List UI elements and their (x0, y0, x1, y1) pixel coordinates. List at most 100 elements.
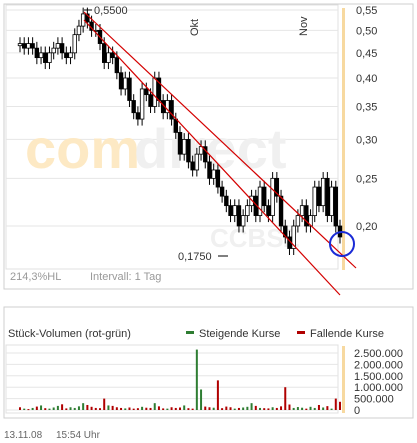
volume-bar (65, 408, 68, 410)
volume-bar (157, 406, 160, 410)
candle (207, 155, 212, 185)
volume-bar (99, 408, 101, 410)
candle (274, 172, 280, 203)
volume-bar (259, 407, 261, 410)
candle (257, 180, 263, 223)
volume-bar (115, 407, 118, 410)
volume-bar (124, 408, 127, 410)
price-y-tick-label: 0,20 (356, 221, 377, 233)
volume-bar (174, 407, 177, 410)
volume-bar (103, 398, 106, 410)
highlight-circle (329, 231, 355, 257)
candle (270, 172, 275, 223)
candlestick-series (17, 7, 343, 256)
price-y-tick-label: 0,25 (356, 173, 377, 185)
volume-gridlines (6, 352, 338, 411)
volume-bar (162, 408, 165, 410)
volume-title: Stück-Volumen (rot-grün) (8, 328, 131, 340)
volume-bar (191, 408, 194, 410)
candle (228, 199, 233, 223)
candle (186, 133, 191, 169)
trend-lines (83, 11, 357, 296)
volume-bar (288, 404, 291, 410)
candle (106, 46, 111, 70)
volume-bar (128, 407, 131, 410)
candle (262, 180, 267, 213)
volume-bar (170, 407, 173, 410)
legend-up-label: Steigende Kurse (199, 328, 280, 340)
volume-today-highlight (342, 346, 345, 413)
candle (198, 140, 204, 161)
candle (169, 94, 174, 126)
candle (139, 82, 145, 126)
candle (190, 155, 195, 177)
volume-bar (275, 407, 278, 410)
legend-down-swatch (297, 331, 305, 334)
volume-bar (242, 407, 245, 410)
volume-bar (31, 407, 34, 410)
month-label-okt: Okt (189, 19, 201, 36)
footer-date: 13.11.08 (4, 430, 43, 441)
volume-bar (296, 407, 299, 410)
volume-bar-series (19, 349, 341, 411)
volume-bar (204, 406, 207, 410)
volume-bar (90, 406, 93, 410)
volume-bar (233, 408, 236, 410)
volume-bar (225, 406, 228, 410)
volume-bar (48, 408, 51, 410)
candle (26, 37, 31, 55)
candle (118, 66, 124, 96)
candle (64, 46, 69, 65)
volume-bar (136, 408, 139, 410)
candle (135, 106, 141, 126)
volume-bar (271, 407, 274, 410)
candle (43, 46, 48, 70)
volume-bar (313, 407, 316, 410)
volume-bar (56, 405, 59, 410)
volume-y-tick-label: 500.000 (354, 394, 394, 406)
volume-y-tick-label: 2.000.000 (354, 359, 403, 371)
candle (240, 209, 246, 233)
volume-bar (23, 408, 26, 410)
volume-bar (153, 403, 156, 410)
candle (182, 133, 187, 161)
volume-bar (35, 406, 38, 410)
candle (76, 19, 82, 42)
volume-bar (330, 408, 333, 410)
volume-bar (326, 406, 329, 410)
price-y-tick-label: 0,55 (356, 5, 377, 17)
candle (59, 37, 65, 60)
volume-bar (334, 398, 337, 410)
footer-time: 15:54 Uhr (56, 430, 101, 441)
volume-bar (254, 405, 257, 410)
volume-bar (216, 380, 219, 410)
volume-bar (267, 408, 270, 410)
candle (51, 41, 56, 60)
volume-y-tick-label: 2.500.000 (354, 348, 403, 360)
volume-bar (107, 405, 110, 410)
month-label-nov: Nov (298, 16, 310, 36)
volatility-label: 214,3%HL (10, 271, 61, 283)
volume-bar (305, 408, 308, 410)
volume-y-axis: 2.500.0002.000.0001.500.0001.000.000500.… (354, 348, 403, 417)
volume-bar (263, 408, 266, 410)
volume-bar (250, 403, 253, 410)
volume-bar (82, 403, 85, 410)
volume-bar (339, 401, 341, 410)
volume-bar (246, 406, 249, 410)
candle (320, 172, 326, 213)
candle (165, 94, 170, 120)
volume-plot-area (5, 344, 339, 414)
candle (38, 46, 44, 65)
price-y-tick-label: 0,45 (356, 48, 377, 60)
candle (68, 46, 73, 65)
price-y-tick-label: 0,35 (356, 102, 377, 114)
candle (22, 37, 27, 55)
candle (123, 71, 128, 96)
candle (329, 180, 334, 223)
candle (55, 37, 61, 55)
candle (203, 140, 208, 169)
volume-bar (94, 407, 97, 410)
candle (291, 219, 296, 256)
